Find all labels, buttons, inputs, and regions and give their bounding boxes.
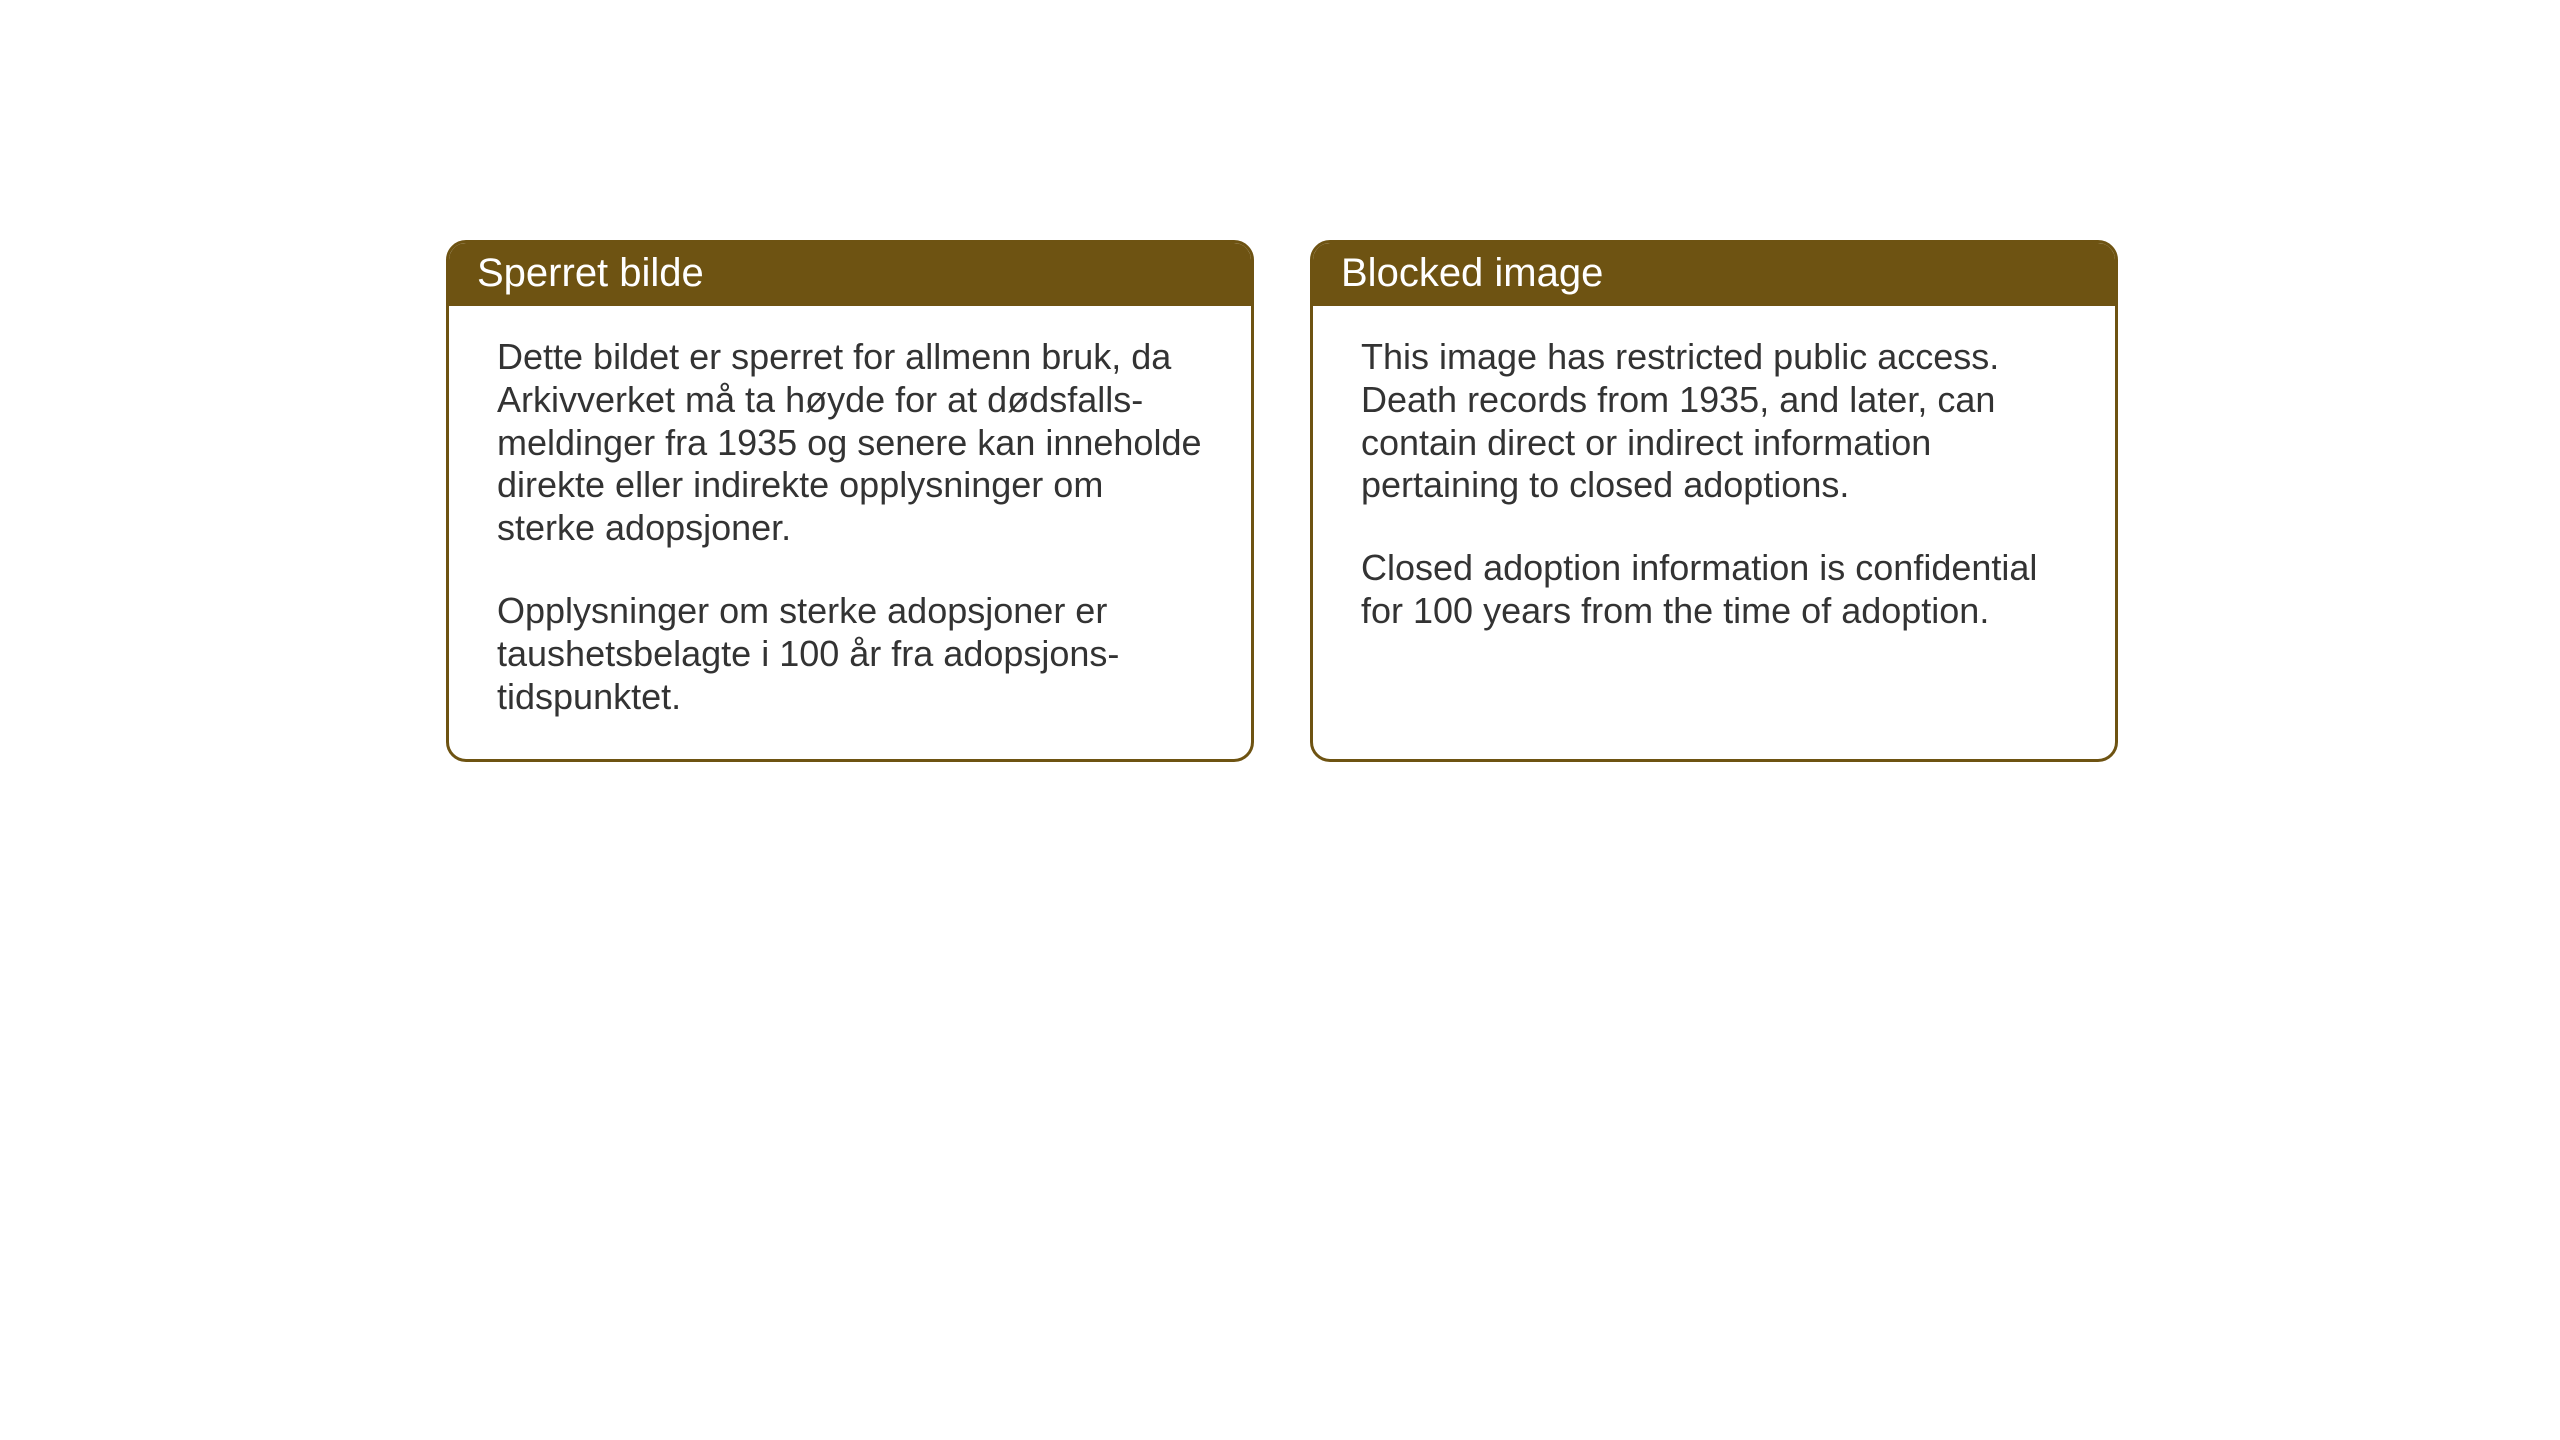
card-paragraph-1-norwegian: Dette bildet er sperret for allmenn bruk… bbox=[497, 336, 1203, 550]
card-norwegian: Sperret bilde Dette bildet er sperret fo… bbox=[446, 240, 1254, 762]
card-title-english: Blocked image bbox=[1341, 251, 1603, 295]
card-title-norwegian: Sperret bilde bbox=[477, 251, 704, 295]
card-header-norwegian: Sperret bilde bbox=[449, 243, 1251, 306]
card-paragraph-2-english: Closed adoption information is confident… bbox=[1361, 547, 2067, 633]
card-body-english: This image has restricted public access.… bbox=[1313, 306, 2115, 726]
card-body-norwegian: Dette bildet er sperret for allmenn bruk… bbox=[449, 306, 1251, 759]
cards-container: Sperret bilde Dette bildet er sperret fo… bbox=[446, 240, 2118, 762]
card-paragraph-2-norwegian: Opplysninger om sterke adopsjoner er tau… bbox=[497, 590, 1203, 718]
card-english: Blocked image This image has restricted … bbox=[1310, 240, 2118, 762]
card-paragraph-1-english: This image has restricted public access.… bbox=[1361, 336, 2067, 507]
card-header-english: Blocked image bbox=[1313, 243, 2115, 306]
